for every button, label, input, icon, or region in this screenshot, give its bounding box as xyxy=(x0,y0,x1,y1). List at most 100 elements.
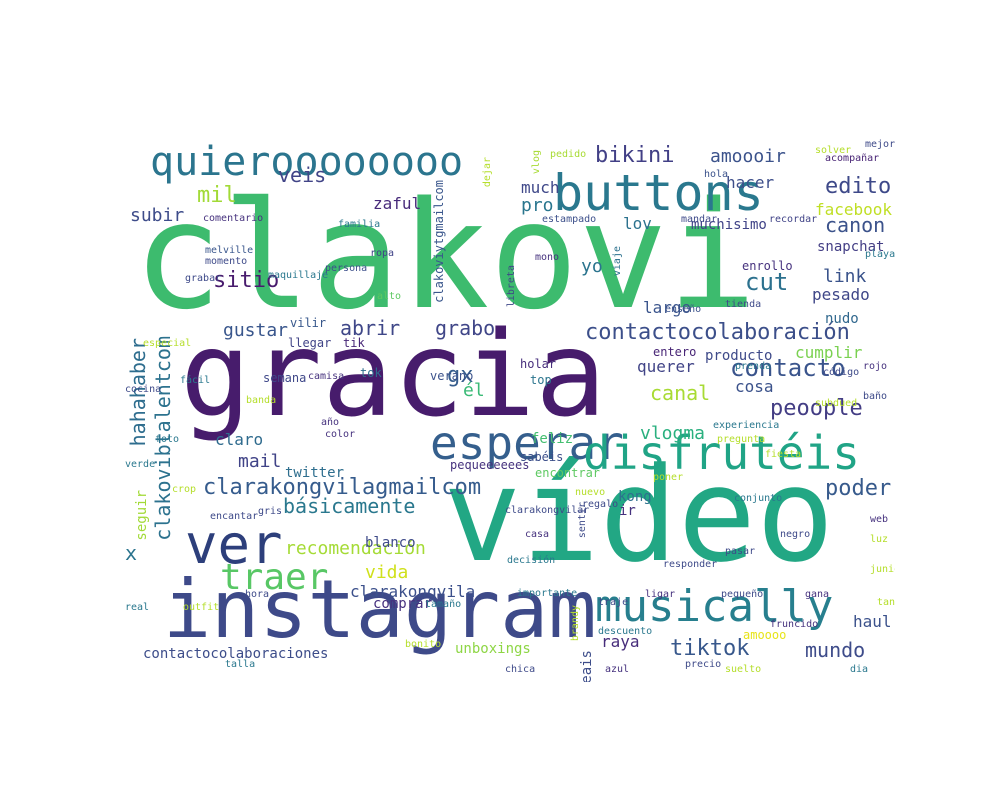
word-cloud-word: canon xyxy=(825,213,886,237)
word-cloud-word: snapchat xyxy=(817,239,885,255)
word-cloud-word: twitter xyxy=(285,465,345,481)
word-cloud-word: pedido xyxy=(550,149,587,160)
word-cloud-word: mil xyxy=(197,183,237,208)
word-cloud-word: pequeño xyxy=(721,589,764,600)
word-cloud-word: color xyxy=(325,429,356,440)
word-cloud-word: baño xyxy=(863,391,888,402)
word-cloud-word: top xyxy=(530,373,552,387)
word-cloud-word: foto xyxy=(155,434,180,445)
word-cloud-word: fácil xyxy=(180,375,211,386)
word-cloud-word: momento xyxy=(205,256,248,267)
word-cloud-word: canal xyxy=(650,381,711,405)
word-cloud-word: clarakongvilar xyxy=(505,505,590,516)
word-cloud-word: talla xyxy=(225,659,256,670)
word-cloud-word: clarakongvilagmailcom xyxy=(203,475,482,500)
word-cloud-word: largo xyxy=(643,298,692,317)
word-cloud-word: melville xyxy=(205,245,254,256)
word-cloud-word: suelto xyxy=(725,664,762,675)
word-cloud-word: musically xyxy=(595,581,834,632)
word-cloud-word: poner xyxy=(653,472,684,483)
word-cloud-word: libreta xyxy=(506,265,517,308)
word-cloud-word: hola xyxy=(704,169,729,180)
word-cloud-word: bikini xyxy=(595,143,675,168)
word-cloud-word: contactocolaboración xyxy=(585,320,850,345)
word-cloud-word: yo xyxy=(581,256,603,277)
word-cloud-word: claro xyxy=(215,430,264,449)
word-cloud-word: traje xyxy=(598,597,629,608)
word-cloud-word: brandy xyxy=(570,605,581,642)
word-cloud-word: crop xyxy=(172,484,197,495)
word-cloud-word: instagram xyxy=(163,563,597,656)
word-cloud-word: solver xyxy=(815,145,852,156)
word-cloud-word: vida xyxy=(365,562,409,583)
word-cloud-word: sitio xyxy=(213,268,280,293)
word-cloud-word: nuevo xyxy=(575,487,606,498)
word-cloud-word: entero xyxy=(653,345,697,359)
word-cloud-word: web xyxy=(870,514,889,525)
word-cloud-word: hacer xyxy=(726,173,775,192)
word-cloud-word: responder xyxy=(663,559,718,570)
word-cloud-word: decisión xyxy=(507,555,556,566)
word-cloud-word: chica xyxy=(505,664,536,675)
word-cloud-word: subir xyxy=(130,205,185,226)
word-cloud-word: experiencia xyxy=(713,420,780,431)
word-cloud-word: gris xyxy=(258,506,283,517)
word-cloud-word: viaje xyxy=(612,246,623,277)
word-cloud-word: much xyxy=(521,178,560,197)
word-cloud-word: ropa xyxy=(370,248,395,259)
word-cloud-word: kong xyxy=(618,489,652,505)
word-cloud-word: facebook xyxy=(815,200,893,219)
word-cloud-word: pesado xyxy=(812,285,870,304)
word-cloud-word: mundo xyxy=(805,638,866,662)
word-cloud-word: peoople xyxy=(770,396,863,421)
word-cloud-word: enrollo xyxy=(742,259,793,273)
word-cloud-word: poder xyxy=(825,476,892,501)
word-cloud-word: traer xyxy=(220,557,329,598)
word-cloud-word: producto xyxy=(705,348,773,364)
word-cloud-word: vlog xyxy=(531,150,542,175)
word-cloud-word: pasar xyxy=(725,546,756,557)
word-cloud-word: gana xyxy=(805,589,830,600)
word-cloud-word: bonito xyxy=(405,639,442,650)
word-cloud-word: real xyxy=(125,602,150,613)
word-cloud-word: descuento xyxy=(598,626,653,637)
word-cloud-word: grabar xyxy=(185,273,222,284)
word-cloud-word: fiesta xyxy=(765,449,802,460)
word-cloud-word: veis xyxy=(278,163,327,187)
word-cloud-word: llegar xyxy=(288,336,332,350)
word-cloud-word: dejar xyxy=(482,157,493,188)
word-cloud-word: vídeo xyxy=(443,439,835,591)
word-cloud-word: prenda xyxy=(735,361,772,372)
word-cloud-word: alto xyxy=(377,291,402,302)
word-cloud-word: feliz xyxy=(531,431,574,447)
word-cloud-word: contactocolaboraciones xyxy=(143,646,329,662)
word-cloud-word: esperar xyxy=(430,416,624,470)
word-cloud-word: mejor xyxy=(865,139,895,150)
word-cloud-word: playa xyxy=(865,249,895,260)
word-cloud-word: mail xyxy=(238,451,282,472)
word-cloud-word: fruncido xyxy=(770,619,819,630)
word-cloud-word: link xyxy=(823,266,867,287)
word-cloud-word: hora xyxy=(245,589,270,600)
word-cloud-word: unboxings xyxy=(455,641,531,657)
word-cloud-word: azul xyxy=(605,664,630,675)
word-cloud-word: amoooo xyxy=(743,628,787,642)
word-cloud-word: nudo xyxy=(825,311,859,327)
word-cloud-word: ver xyxy=(185,513,283,576)
word-cloud-word: estampado xyxy=(542,214,597,225)
word-cloud-word: veais xyxy=(579,650,595,682)
word-cloud-word: gracia xyxy=(180,305,607,443)
word-cloud-word: junio xyxy=(870,564,895,575)
word-cloud-word: cocina xyxy=(125,384,162,395)
word-cloud-word: seguir xyxy=(134,490,150,541)
word-cloud-word: maquillaje xyxy=(268,270,329,281)
word-cloud-word: recomendación xyxy=(285,538,426,559)
word-cloud-word: básicamente xyxy=(283,494,416,518)
word-cloud-word: zaful xyxy=(373,194,422,213)
word-cloud-word: gustar xyxy=(223,320,289,341)
word-cloud-word: encontrar xyxy=(535,466,601,480)
word-cloud-word: recordar xyxy=(769,214,818,225)
word-cloud-word: sabéis xyxy=(520,450,564,464)
word-cloud-word: precio xyxy=(685,659,722,670)
word-cloud: clakovi gracia vídeo instagram buttons quiero… xyxy=(125,120,895,682)
